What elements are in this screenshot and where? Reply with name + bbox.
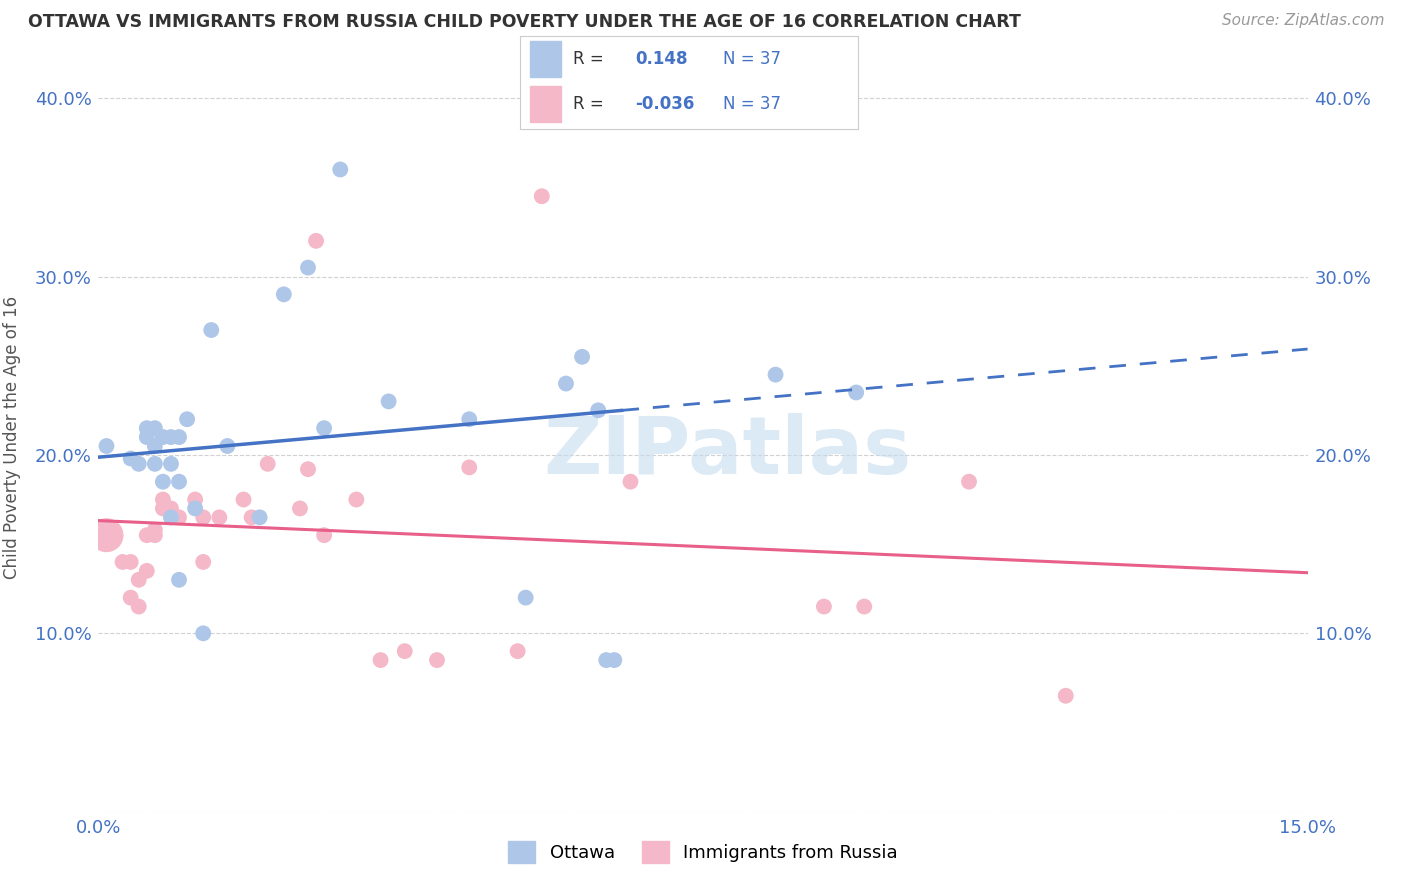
Point	[314, 421, 336, 435]
Point	[135, 430, 157, 444]
Point	[160, 501, 183, 516]
Point	[200, 323, 222, 337]
Point	[297, 260, 319, 275]
Point	[128, 457, 150, 471]
Point	[167, 573, 190, 587]
Point	[297, 462, 319, 476]
Point	[152, 492, 174, 507]
Point	[595, 653, 617, 667]
Point	[135, 421, 157, 435]
Point	[96, 528, 118, 542]
Point	[813, 599, 835, 614]
Point	[160, 430, 183, 444]
Text: Source: ZipAtlas.com: Source: ZipAtlas.com	[1222, 13, 1385, 29]
Point	[506, 644, 529, 658]
Point	[845, 385, 868, 400]
Point	[152, 475, 174, 489]
Point	[458, 460, 481, 475]
Point	[571, 350, 593, 364]
Point	[143, 421, 166, 435]
Point	[143, 523, 166, 537]
Point	[193, 555, 215, 569]
Point	[957, 475, 980, 489]
Point	[288, 501, 311, 516]
Point	[143, 457, 166, 471]
Point	[120, 451, 142, 466]
Point	[160, 510, 183, 524]
Point	[1054, 689, 1077, 703]
Point	[184, 501, 207, 516]
Text: OTTAWA VS IMMIGRANTS FROM RUSSIA CHILD POVERTY UNDER THE AGE OF 16 CORRELATION C: OTTAWA VS IMMIGRANTS FROM RUSSIA CHILD P…	[28, 13, 1021, 31]
Text: R =: R =	[572, 95, 603, 113]
Point	[329, 162, 352, 177]
Point	[143, 528, 166, 542]
Point	[128, 599, 150, 614]
Point	[603, 653, 626, 667]
Text: 0.148: 0.148	[636, 50, 688, 68]
Point	[683, 109, 706, 123]
Point	[515, 591, 537, 605]
Point	[208, 510, 231, 524]
Point	[143, 439, 166, 453]
Point	[765, 368, 787, 382]
Point	[96, 528, 118, 542]
Point	[152, 430, 174, 444]
Point	[184, 492, 207, 507]
Point	[240, 510, 263, 524]
FancyBboxPatch shape	[530, 87, 561, 122]
Point	[273, 287, 295, 301]
Point	[305, 234, 328, 248]
Legend: Ottawa, Immigrants from Russia: Ottawa, Immigrants from Russia	[501, 834, 905, 870]
Point	[370, 653, 392, 667]
Point	[394, 644, 416, 658]
Point	[167, 475, 190, 489]
Point	[344, 492, 367, 507]
Point	[217, 439, 239, 453]
Point	[458, 412, 481, 426]
Point	[120, 555, 142, 569]
Point	[555, 376, 578, 391]
Point	[120, 591, 142, 605]
Point	[232, 492, 254, 507]
Point	[619, 475, 641, 489]
Point	[314, 528, 336, 542]
Text: R =: R =	[572, 50, 603, 68]
Point	[256, 457, 278, 471]
Text: -0.036: -0.036	[636, 95, 695, 113]
Point	[193, 510, 215, 524]
Point	[586, 403, 609, 417]
FancyBboxPatch shape	[530, 41, 561, 77]
Y-axis label: Child Poverty Under the Age of 16: Child Poverty Under the Age of 16	[3, 295, 21, 579]
Point	[530, 189, 553, 203]
Point	[128, 573, 150, 587]
Point	[426, 653, 449, 667]
Point	[853, 599, 876, 614]
Point	[249, 510, 271, 524]
Text: ZIPatlas: ZIPatlas	[543, 413, 911, 491]
Point	[193, 626, 215, 640]
Point	[135, 528, 157, 542]
Point	[111, 555, 134, 569]
Point	[167, 510, 190, 524]
Point	[135, 564, 157, 578]
Point	[160, 457, 183, 471]
Point	[152, 501, 174, 516]
Point	[167, 430, 190, 444]
Point	[377, 394, 399, 409]
Point	[176, 412, 198, 426]
Text: N = 37: N = 37	[723, 50, 780, 68]
Text: N = 37: N = 37	[723, 95, 780, 113]
Point	[96, 439, 118, 453]
